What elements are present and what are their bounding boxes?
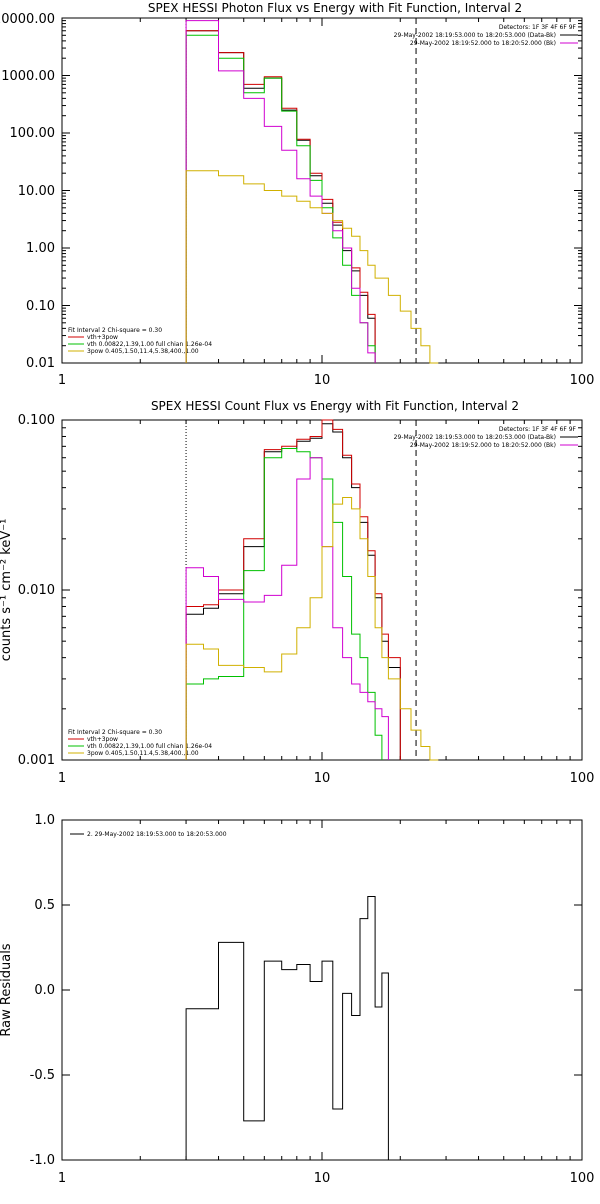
photon-y-tick-label: 1000.00 bbox=[1, 69, 55, 84]
photon-flux-y-ticks: 0.01 0.10 1.00 10.00 100.00 1000.00 1000… bbox=[0, 12, 55, 371]
count-legend-3pow: 3pow 0.405,1.50,11.4,5.38,400.,1.00 bbox=[87, 750, 199, 757]
count-legend-vth-3pow: vth+3pow bbox=[87, 736, 118, 743]
count-flux-legend: Fit Interval 2 Chi-square = 0.30 vth+3po… bbox=[68, 729, 212, 757]
photon-flux-x-ticks: 1 10 100 bbox=[58, 373, 595, 388]
count-x-tick-label: 100 bbox=[570, 771, 595, 786]
photon-header-detectors: Detectors: 1F 3F 4F 6F 9F bbox=[499, 24, 577, 31]
photon-y-tick-label: 100.00 bbox=[10, 126, 56, 141]
residuals-y-ticks: -1.0 -0.5 0.0 0.5 1.0 bbox=[30, 813, 55, 1168]
count-flux-x-ticks: 1 10 100 bbox=[58, 771, 595, 786]
photon-y-tick-label: 10.00 bbox=[18, 184, 55, 199]
photon-y-tick-label: 10000.00 bbox=[0, 12, 55, 27]
photon-legend-fit-interval: Fit Interval 2 Chi-square = 0.30 bbox=[68, 327, 162, 334]
residuals-y-axis-label: Raw Residuals bbox=[0, 943, 14, 1036]
photon-series-3 bbox=[185, 20, 376, 363]
count-x-tick-label: 10 bbox=[314, 771, 331, 786]
count-header-data-interval: 29-May-2002 18:19:53.000 to 18:20:53.000… bbox=[394, 434, 556, 441]
residuals-x-ticks: 1 10 100 bbox=[58, 1171, 595, 1186]
count-legend-vth: vth 0.00822,1.39,1.00 full chian 1.26e-0… bbox=[87, 743, 212, 750]
count-series-0 bbox=[185, 423, 401, 760]
photon-series-2 bbox=[185, 34, 376, 363]
count-flux-header: Detectors: 1F 3F 4F 6F 9F 29-May-2002 18… bbox=[394, 426, 578, 449]
residuals-y-tick-label: -0.5 bbox=[30, 1068, 55, 1083]
count-flux-title: SPEX HESSI Count Flux vs Energy with Fit… bbox=[151, 399, 519, 413]
photon-y-tick-label: 0.01 bbox=[26, 356, 55, 371]
count-flux-panel: SPEX HESSI Count Flux vs Energy with Fit… bbox=[0, 399, 594, 786]
residuals-panel: Raw Residuals -1.0 -0.5 0.0 0.5 1.0 1 10… bbox=[0, 813, 594, 1186]
photon-y-tick-label: 1.00 bbox=[26, 241, 55, 256]
photon-legend-vth: vth 0.00822,1.39,1.00 full chian 1.26e-0… bbox=[87, 341, 212, 348]
count-series-4 bbox=[185, 497, 439, 761]
photon-header-data-interval: 29-May-2002 18:19:53.000 to 18:20:53.000… bbox=[394, 32, 556, 39]
photon-flux-panel: SPEX HESSI Photon Flux vs Energy with Fi… bbox=[0, 1, 594, 388]
residuals-legend-interval: 2. 29-May-2002 18:19:53.000 to 18:20:53.… bbox=[87, 831, 227, 838]
count-flux-series bbox=[61, 419, 582, 761]
residuals-y-tick-label: -1.0 bbox=[30, 1153, 55, 1168]
count-y-tick-label: 0.001 bbox=[18, 753, 55, 768]
count-x-tick-label: 1 bbox=[58, 771, 66, 786]
photon-legend-vth-3pow: vth+3pow bbox=[87, 334, 118, 341]
photon-x-tick-label: 100 bbox=[570, 373, 595, 388]
photon-x-tick-label: 10 bbox=[314, 373, 331, 388]
residuals-x-tick-label: 1 bbox=[58, 1171, 66, 1186]
residuals-plot-frame bbox=[61, 819, 583, 1161]
residuals-y-tick-label: 0.5 bbox=[34, 898, 55, 913]
photon-legend-3pow: 3pow 0.405,1.50,11.4,5.38,400.,1.00 bbox=[87, 348, 199, 355]
residuals-y-tick-label: 1.0 bbox=[34, 813, 55, 828]
residuals-legend: 2. 29-May-2002 18:19:53.000 to 18:20:53.… bbox=[70, 831, 227, 838]
photon-flux-legend: Fit Interval 2 Chi-square = 0.30 vth+3po… bbox=[68, 327, 212, 355]
count-series-1 bbox=[185, 419, 401, 760]
residuals-y-tick-label: 0.0 bbox=[34, 983, 55, 998]
count-series-3 bbox=[185, 457, 389, 760]
photon-series-4 bbox=[185, 170, 439, 364]
residuals-series bbox=[61, 819, 582, 1161]
count-header-detectors: Detectors: 1F 3F 4F 6F 9F bbox=[499, 426, 577, 433]
residuals-x-tick-label: 100 bbox=[570, 1171, 595, 1186]
count-y-tick-label: 0.010 bbox=[18, 583, 55, 598]
photon-flux-title: SPEX HESSI Photon Flux vs Energy with Fi… bbox=[148, 1, 522, 15]
photon-y-tick-label: 0.10 bbox=[26, 299, 55, 314]
photon-series-1 bbox=[185, 30, 376, 363]
photon-x-tick-label: 1 bbox=[58, 373, 66, 388]
photon-series-0 bbox=[185, 30, 376, 363]
residuals-x-tick-label: 10 bbox=[314, 1171, 331, 1186]
photon-flux-series bbox=[61, 17, 582, 364]
count-flux-y-axis-label: counts s⁻¹ cm⁻² keV⁻¹ bbox=[0, 519, 14, 662]
count-flux-y-ticks: 0.001 0.010 0.100 bbox=[18, 413, 55, 768]
residuals-series-0 bbox=[185, 896, 401, 1161]
count-legend-fit-interval: Fit Interval 2 Chi-square = 0.30 bbox=[68, 729, 162, 736]
photon-flux-header: Detectors: 1F 3F 4F 6F 9F 29-May-2002 18… bbox=[394, 24, 578, 47]
photon-header-bk-interval: 29-May-2002 18:19:52.000 to 18:20:52.000… bbox=[410, 40, 556, 47]
count-header-bk-interval: 29-May-2002 18:19:52.000 to 18:20:52.000… bbox=[410, 442, 556, 449]
count-y-tick-label: 0.100 bbox=[18, 413, 55, 428]
